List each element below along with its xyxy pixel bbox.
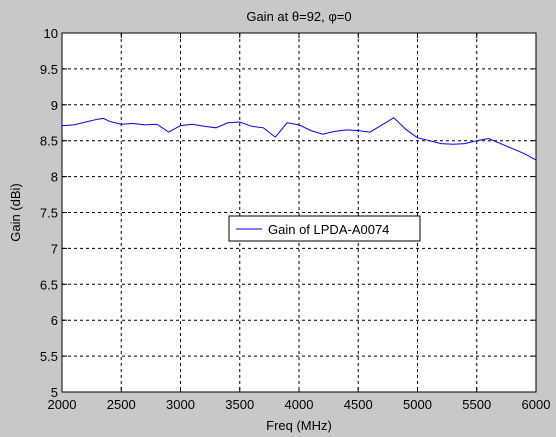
legend-box <box>228 215 421 242</box>
x-tick-label: 2500 <box>107 397 136 412</box>
y-tick-label: 9.5 <box>40 62 58 77</box>
x-tick-label: 3500 <box>225 397 254 412</box>
y-axis-label: Gain (dBi) <box>8 183 23 242</box>
y-tick-label: 8.5 <box>40 134 58 149</box>
y-tick-label: 6 <box>51 313 58 328</box>
x-tick-label: 5500 <box>462 397 491 412</box>
x-tick-label: 4000 <box>285 397 314 412</box>
x-tick-label: 4500 <box>344 397 373 412</box>
legend: Gain of LPDA-A0074 <box>228 215 421 242</box>
x-axis-label: Freq (MHz) <box>266 418 332 433</box>
grid <box>62 33 536 392</box>
legend-entry: Gain of LPDA-A0074 <box>268 222 389 237</box>
y-tick-label: 8 <box>51 170 58 185</box>
y-tick-label: 7.5 <box>40 206 58 221</box>
series-layer <box>61 117 537 161</box>
y-tick-label: 5 <box>51 385 58 400</box>
x-tick-label: 2000 <box>48 397 77 412</box>
y-tick-label: 5.5 <box>40 349 58 364</box>
y-tick-label: 9 <box>51 98 58 113</box>
x-tick-label: 6000 <box>522 397 551 412</box>
x-tick-label: 5000 <box>403 397 432 412</box>
chart-title: Gain at θ=92, φ=0 <box>246 9 351 24</box>
y-tick-label: 10 <box>44 26 58 41</box>
x-tick-label: 3000 <box>166 397 195 412</box>
axis-ticks: 2000 2500 3000 3500 4000 4500 5000 5500 6000 5 5.5… <box>40 26 551 412</box>
y-tick-label: 7 <box>51 241 58 256</box>
series-line <box>61 117 537 161</box>
y-tick-label: 6.5 <box>40 277 58 292</box>
